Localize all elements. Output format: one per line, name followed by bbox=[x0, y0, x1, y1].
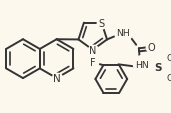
Text: F: F bbox=[90, 57, 96, 67]
Text: O: O bbox=[147, 42, 155, 52]
Text: S: S bbox=[98, 19, 105, 28]
Text: O: O bbox=[166, 54, 171, 63]
Text: N: N bbox=[53, 73, 61, 83]
Text: O: O bbox=[166, 73, 171, 82]
Text: S: S bbox=[155, 62, 162, 72]
Text: NH: NH bbox=[116, 29, 130, 38]
Text: HN: HN bbox=[135, 60, 149, 69]
Text: N: N bbox=[89, 45, 96, 55]
